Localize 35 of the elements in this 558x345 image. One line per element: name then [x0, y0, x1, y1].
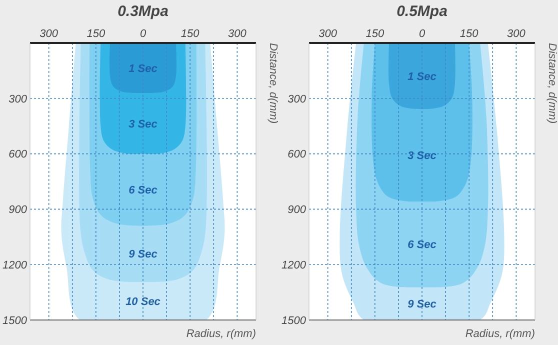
series-label: 9 Sec	[408, 298, 436, 311]
y-tick-label: 300	[8, 93, 28, 106]
y-axis-title: Distance, d(mm)	[267, 43, 279, 124]
x-tick-label: 150	[86, 28, 106, 40]
x-tick-label: 150	[180, 28, 200, 40]
series-label: 10 Sec	[126, 296, 160, 308]
x-axis-title: Radius, r(mm)	[186, 328, 256, 340]
series-label: 1 Sec	[128, 62, 158, 75]
y-tick-label: 600	[8, 148, 28, 161]
chart-title: 0.5Mpa	[396, 3, 448, 20]
x-tick-label: 0	[418, 28, 426, 40]
y-tick-label: 1500	[2, 314, 28, 327]
x-axis-title: Radius, r(mm)	[465, 328, 536, 340]
x-tick-label: 300	[506, 28, 526, 40]
y-tick-label: 300	[288, 93, 307, 106]
x-tick-label: 300	[228, 28, 248, 40]
y-tick-label: 1200	[282, 259, 307, 272]
y-axis-title: Distance, d(mm)	[546, 43, 558, 124]
y-tick-label: 1200	[2, 259, 28, 272]
series-label: 6 Sec	[408, 239, 436, 252]
series-label: 1 Sec	[408, 70, 436, 83]
y-tick-label: 600	[288, 148, 307, 161]
x-tick-label: 0	[140, 28, 147, 40]
x-tick-label: 300	[318, 28, 338, 40]
x-tick-label: 150	[366, 28, 385, 40]
series-label: 9 Sec	[128, 248, 158, 261]
series-label: 3 Sec	[128, 118, 158, 130]
x-tick-label: 300	[40, 28, 59, 40]
y-tick-label: 900	[288, 204, 307, 216]
series-label: 6 Sec	[128, 184, 158, 197]
y-tick-label: 900	[8, 204, 28, 216]
series-label: 3 Sec	[408, 150, 436, 162]
x-tick-label: 150	[460, 28, 480, 40]
y-tick-label: 1500	[282, 314, 307, 327]
chart-title: 0.3Mpa	[118, 3, 168, 20]
